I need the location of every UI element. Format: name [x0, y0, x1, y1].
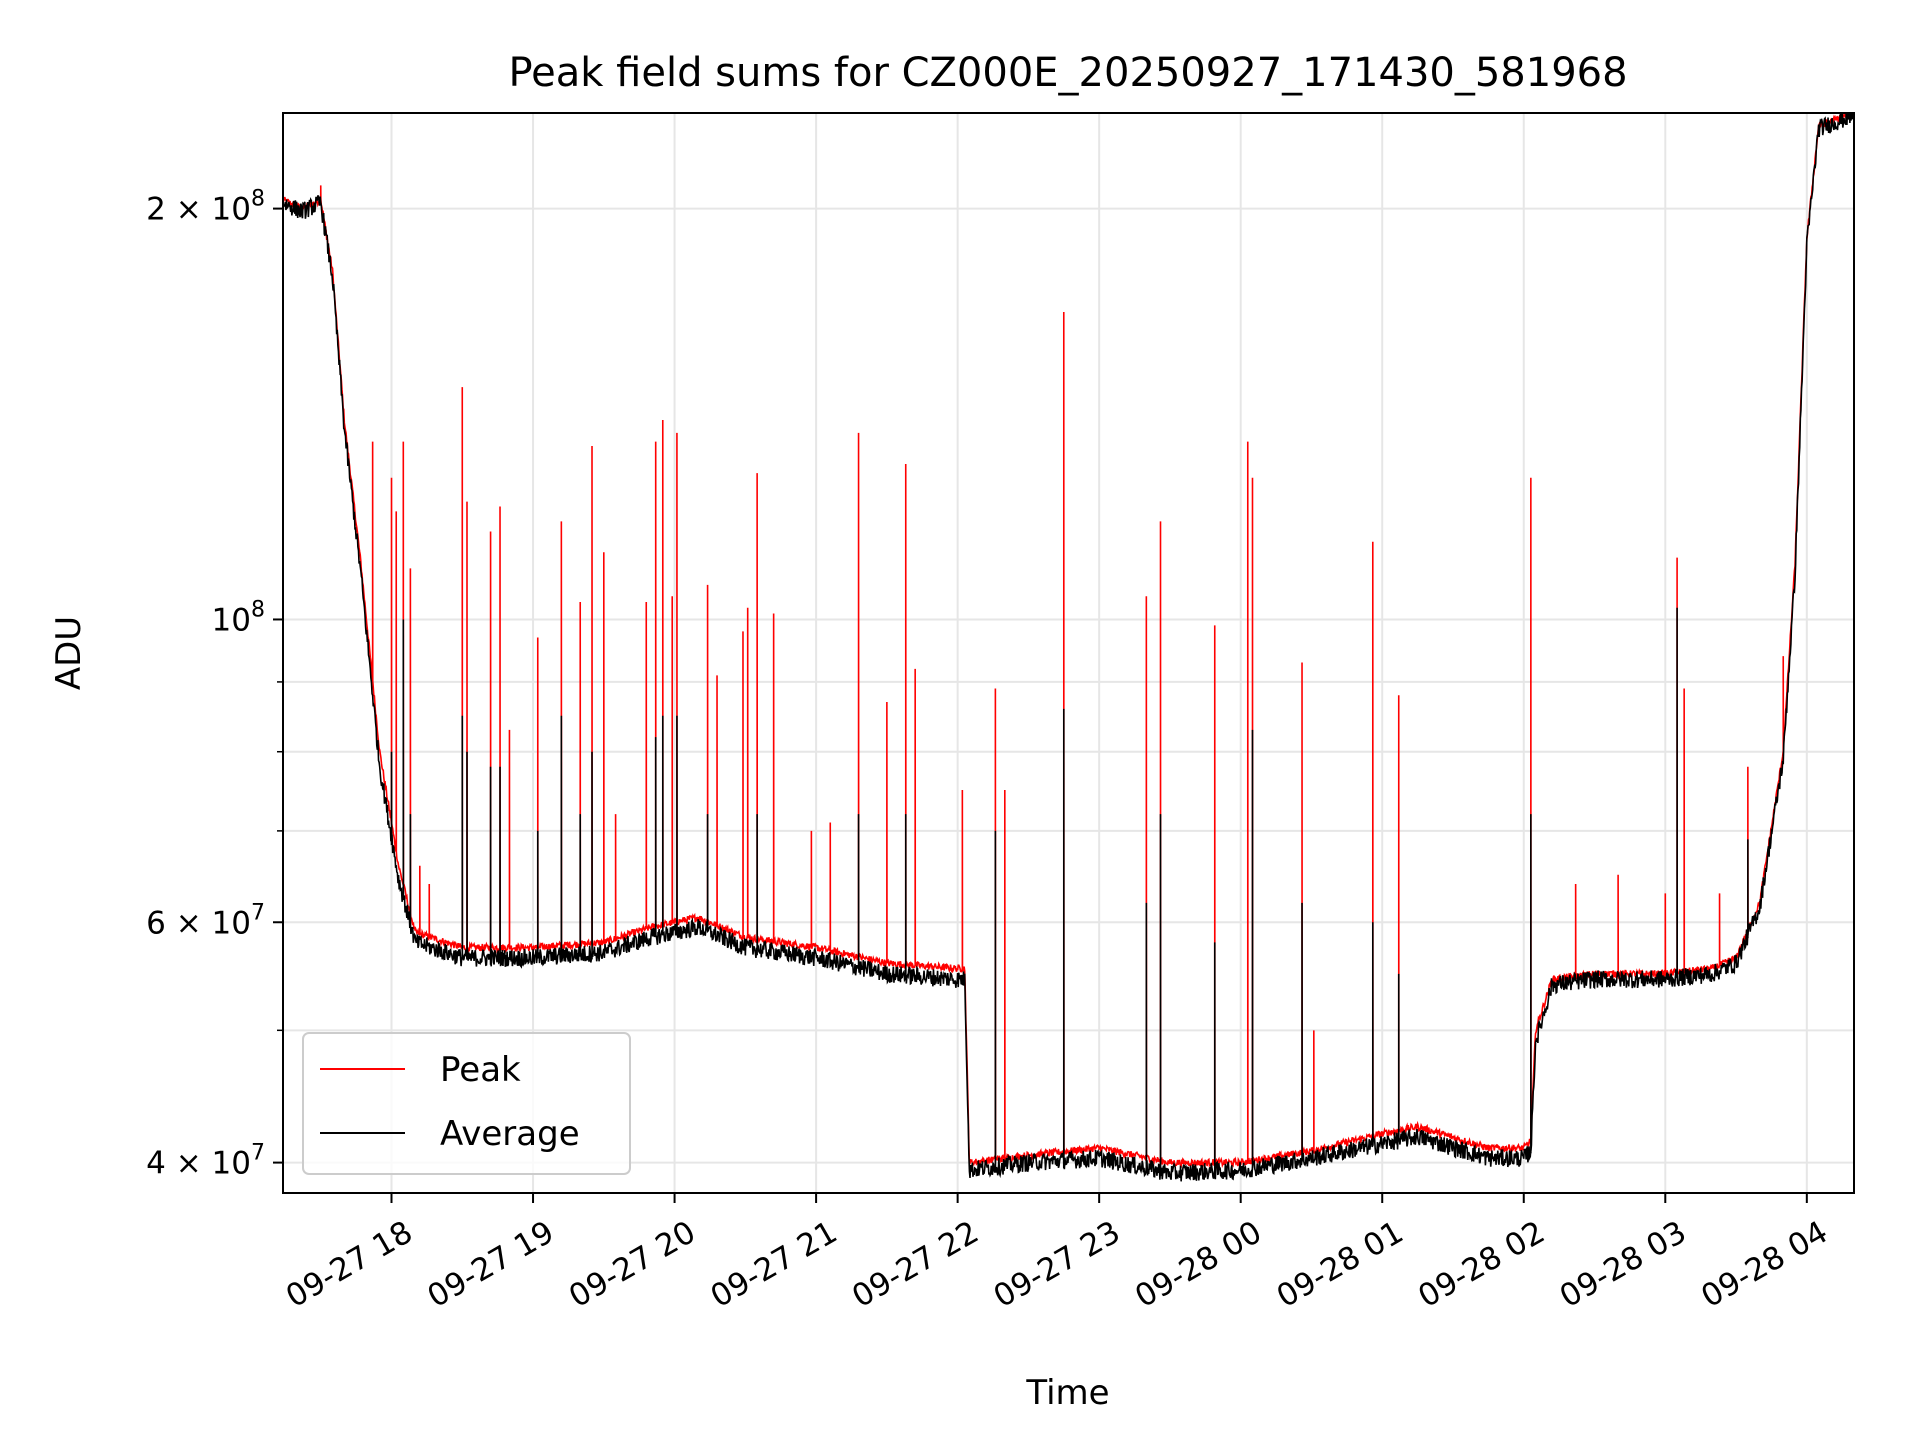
- y-tick-label: 108: [212, 597, 265, 638]
- legend-peak-label: Peak: [440, 1050, 521, 1090]
- x-axis-label: Time: [1025, 1373, 1109, 1413]
- plot-frame: [282, 112, 1855, 1194]
- chart-title: Peak field sums for CZ000E_20250927_1714…: [508, 50, 1627, 96]
- series-average-line: [283, 113, 1854, 1182]
- series-peak-line: [283, 113, 1854, 1169]
- legend: Peak Average: [302, 1032, 631, 1175]
- grid-lines: [283, 113, 1854, 1193]
- y-axis-label: ADU: [49, 616, 89, 690]
- y-tick-label: 6 × 107: [146, 900, 265, 941]
- y-tick-label: 2 × 108: [146, 187, 265, 228]
- y-tick-label: 4 × 107: [146, 1141, 265, 1182]
- legend-average-label: Average: [440, 1114, 580, 1154]
- y-axis-ticks: 4 × 107 6 × 107 108 2 × 108: [146, 187, 283, 1182]
